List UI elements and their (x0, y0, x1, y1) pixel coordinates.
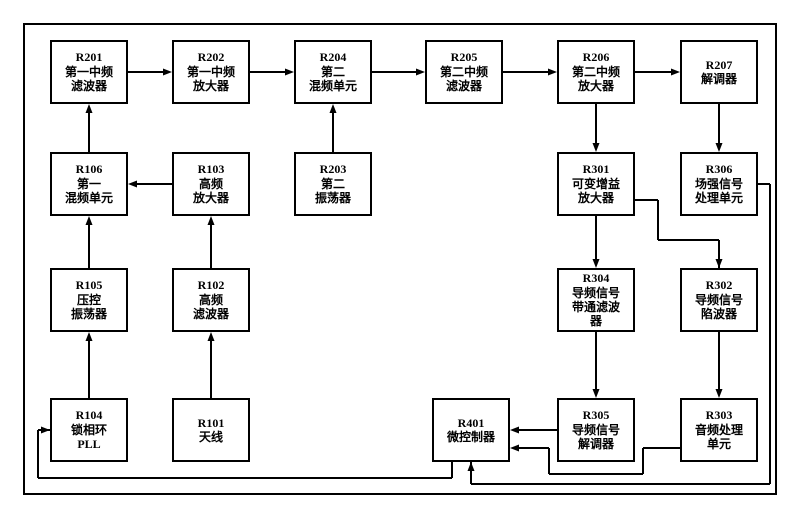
node-code: R201 (76, 50, 103, 64)
node-label: 第一中频 滤波器 (65, 65, 113, 94)
node-r401: R401微控制器 (432, 398, 510, 462)
node-code: R205 (451, 50, 478, 64)
node-label: 导频信号 带通滤波 器 (572, 286, 620, 329)
node-label: 微控制器 (447, 430, 495, 444)
node-r204: R204第二 混频单元 (294, 40, 372, 104)
node-code: R103 (198, 162, 225, 176)
node-code: R106 (76, 162, 103, 176)
node-code: R302 (706, 278, 733, 292)
node-r102: R102高频 滤波器 (172, 268, 250, 332)
node-code: R301 (583, 162, 610, 176)
node-label: 可变增益 放大器 (572, 177, 620, 206)
node-r203: R203第二 振荡器 (294, 152, 372, 216)
node-label: 第二中频 滤波器 (440, 65, 488, 94)
node-code: R101 (198, 416, 225, 430)
node-r101: R101天线 (172, 398, 250, 462)
diagram-border (23, 23, 777, 495)
node-code: R207 (706, 58, 733, 72)
node-code: R401 (458, 416, 485, 430)
node-label: 第二中频 放大器 (572, 65, 620, 94)
node-r301: R301可变增益 放大器 (557, 152, 635, 216)
node-code: R303 (706, 408, 733, 422)
node-label: 场强信号 处理单元 (695, 177, 743, 206)
node-code: R104 (76, 408, 103, 422)
node-r306: R306场强信号 处理单元 (680, 152, 758, 216)
node-code: R203 (320, 162, 347, 176)
node-label: 第一中频 放大器 (187, 65, 235, 94)
node-r105: R105压控 振荡器 (50, 268, 128, 332)
node-r201: R201第一中频 滤波器 (50, 40, 128, 104)
node-r304: R304导频信号 带通滤波 器 (557, 268, 635, 332)
node-label: 高频 滤波器 (193, 293, 229, 322)
node-code: R105 (76, 278, 103, 292)
node-code: R202 (198, 50, 225, 64)
node-label: 压控 振荡器 (71, 293, 107, 322)
node-code: R305 (583, 408, 610, 422)
node-label: 天线 (199, 430, 223, 444)
node-label: 导频信号 解调器 (572, 423, 620, 452)
node-r106: R106第一 混频单元 (50, 152, 128, 216)
node-label: 音频处理 单元 (695, 423, 743, 452)
node-code: R204 (320, 50, 347, 64)
node-r302: R302导频信号 陷波器 (680, 268, 758, 332)
node-code: R304 (583, 271, 610, 285)
node-code: R102 (198, 278, 225, 292)
node-label: 解调器 (701, 72, 737, 86)
node-label: 第二 混频单元 (309, 65, 357, 94)
node-r206: R206第二中频 放大器 (557, 40, 635, 104)
node-label: 第一 混频单元 (65, 177, 113, 206)
node-code: R306 (706, 162, 733, 176)
node-r205: R205第二中频 滤波器 (425, 40, 503, 104)
node-r305: R305导频信号 解调器 (557, 398, 635, 462)
node-code: R206 (583, 50, 610, 64)
node-r207: R207解调器 (680, 40, 758, 104)
node-label: 高频 放大器 (193, 177, 229, 206)
node-label: 导频信号 陷波器 (695, 293, 743, 322)
node-r104: R104锁相环 PLL (50, 398, 128, 462)
node-label: 第二 振荡器 (315, 177, 351, 206)
node-r303: R303音频处理 单元 (680, 398, 758, 462)
node-r103: R103高频 放大器 (172, 152, 250, 216)
node-r202: R202第一中频 放大器 (172, 40, 250, 104)
node-label: 锁相环 PLL (71, 423, 107, 452)
